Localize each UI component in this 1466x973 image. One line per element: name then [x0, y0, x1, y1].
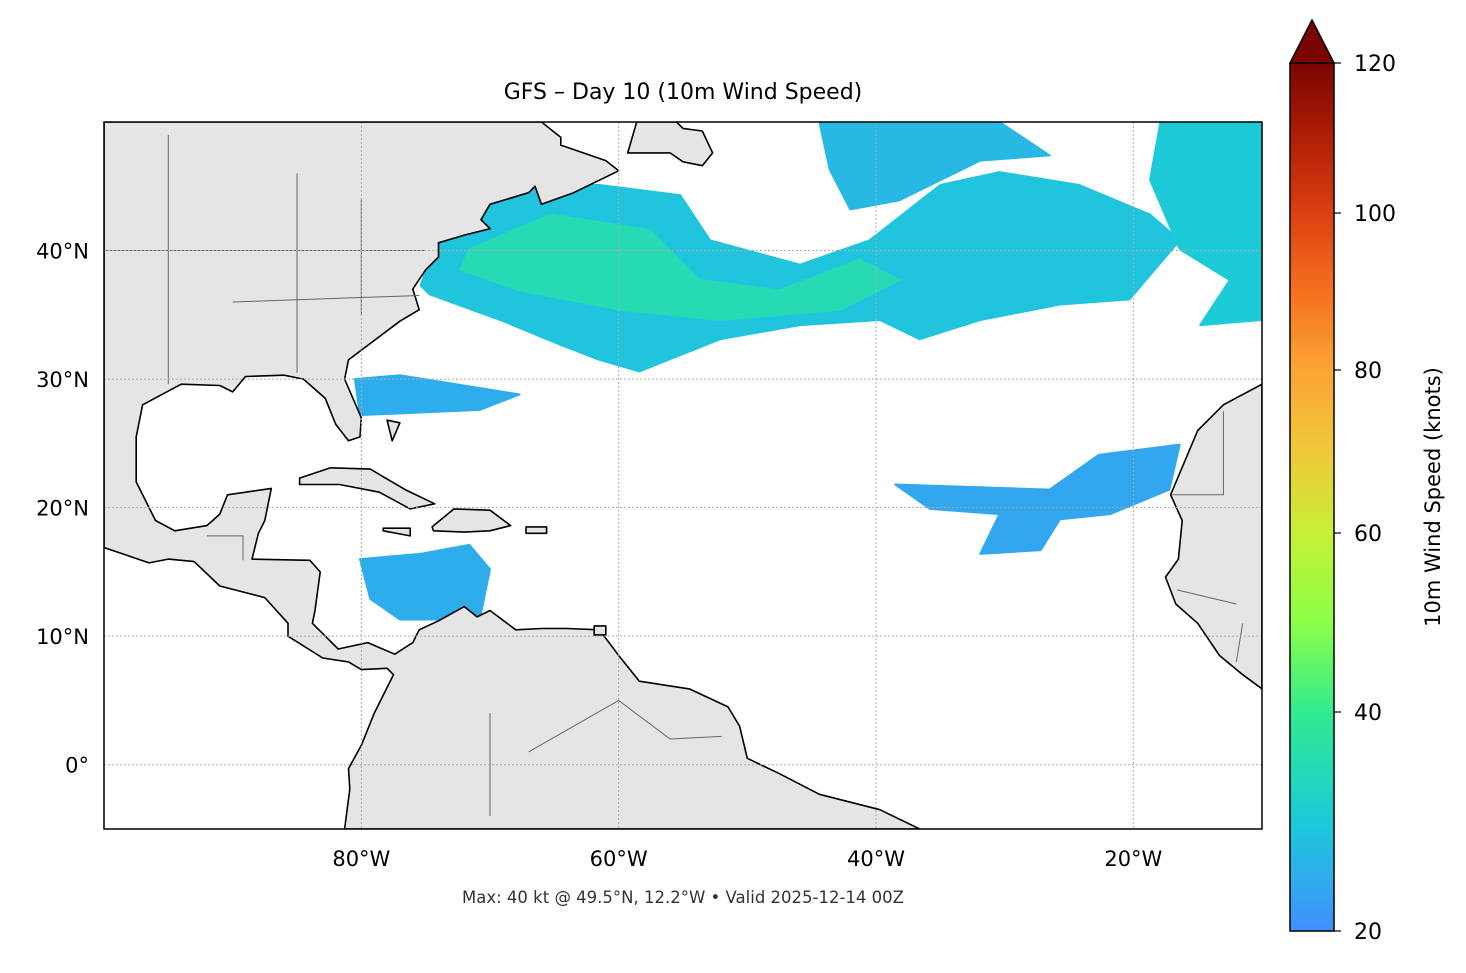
wind-region [894, 443, 1181, 555]
gridlines [104, 122, 1262, 829]
land-polygon [626, 122, 714, 167]
colorbar-tick-label: 60 [1354, 522, 1382, 547]
border-line [1176, 589, 1237, 605]
wind-region [359, 543, 491, 621]
colorbar: 20 40 60 80 100 120 10m Wind Speed (knots) [1288, 18, 1445, 945]
y-tick-label: 0° [65, 754, 89, 778]
land-polygon [593, 625, 607, 636]
map-area [104, 122, 1262, 829]
colorbar-tick-label: 20 [1354, 920, 1382, 945]
land-polygon [431, 508, 512, 533]
colorbar-tick-label: 80 [1354, 359, 1382, 384]
border-line [1235, 623, 1244, 662]
x-tick-label: 20°W [1104, 847, 1162, 871]
land-polygon [1164, 383, 1262, 690]
land-polygon [298, 466, 436, 510]
border-line [1171, 411, 1224, 496]
border-line [232, 295, 420, 303]
colorbar-gradient [1289, 62, 1335, 932]
land-polygon [525, 526, 548, 535]
colorbar-tick-label: 100 [1354, 202, 1396, 227]
wind-region [1149, 122, 1262, 327]
colorbar-tick-label: 120 [1354, 52, 1396, 77]
wind-region [459, 213, 901, 321]
x-axis-ticks: 80°W 60°W 40°W 20°W [332, 847, 1162, 871]
wind-region [818, 122, 1051, 211]
colorbar-extend-max-arrow [1288, 18, 1336, 64]
border-line [206, 535, 244, 561]
colorbar-label: 10m Wind Speed (knots) [1421, 367, 1445, 627]
map-frame [103, 121, 1263, 830]
chart-title: GFS – Day 10 (10m Wind Speed) [504, 80, 863, 105]
land-polygon [386, 419, 401, 442]
land-polygon [382, 527, 412, 537]
colorbar-ticks: 20 40 60 80 100 120 [1334, 52, 1396, 945]
wind-layer [353, 122, 1262, 621]
y-tick-label: 40°N [36, 240, 89, 264]
border-line [528, 699, 722, 753]
y-tick-label: 30°N [36, 368, 89, 392]
land-polygon [104, 122, 921, 829]
chart-footer: Max: 40 kt @ 49.5°N, 12.2°W • Valid 2025… [462, 888, 904, 907]
x-tick-label: 60°W [590, 847, 648, 871]
x-tick-label: 80°W [332, 847, 390, 871]
y-tick-label: 10°N [36, 625, 89, 649]
land-layer [104, 122, 1262, 829]
y-tick-label: 20°N [36, 497, 89, 521]
wind-region [353, 374, 521, 417]
colorbar-tick-label: 40 [1354, 701, 1382, 726]
y-axis-ticks: 40°N 30°N 20°N 10°N 0° [36, 240, 89, 778]
x-tick-label: 40°W [847, 847, 905, 871]
